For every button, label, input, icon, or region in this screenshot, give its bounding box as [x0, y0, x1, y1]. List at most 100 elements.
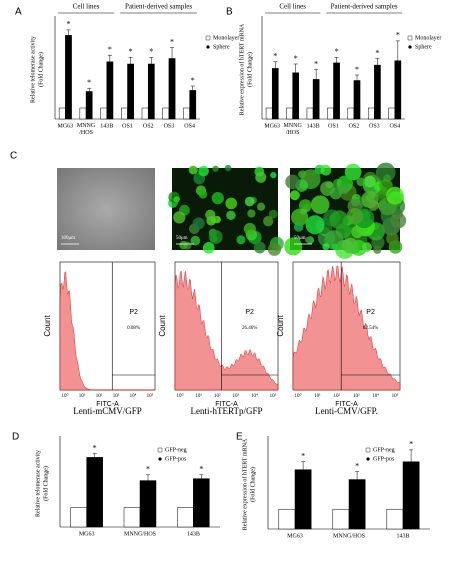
cell	[202, 242, 215, 254]
scale-label: 100μm	[61, 236, 75, 241]
flow-y-label: Count	[276, 315, 285, 337]
flow-x-tick: 10⁴	[372, 393, 379, 399]
bar	[306, 107, 314, 120]
cell	[224, 164, 232, 172]
bar	[141, 107, 149, 120]
cell	[285, 174, 300, 190]
legend-swatch	[157, 447, 163, 453]
x-tick-label: OS3	[369, 123, 380, 129]
flow-x-tick: 10³	[353, 393, 360, 399]
significance: *	[149, 47, 153, 56]
cell	[208, 229, 223, 244]
scale-label: 50μm	[294, 236, 306, 241]
flow-y-label: Count	[43, 315, 52, 337]
significance: *	[199, 465, 203, 474]
panel-label: B	[226, 7, 233, 18]
error-bar	[301, 461, 306, 478]
x-tick-label: MG63	[264, 123, 280, 129]
cell	[362, 242, 372, 252]
cell	[329, 210, 349, 230]
cell	[244, 196, 255, 207]
micrograph: 100μm	[57, 168, 155, 250]
flow-x-tick: 10⁵	[147, 393, 154, 399]
gate-percent: 82.54%	[363, 326, 378, 331]
significance: *	[301, 452, 305, 461]
flow-caption: Lenti-hTERTp/GFP	[191, 406, 263, 416]
bar	[327, 107, 334, 120]
significance: *	[108, 45, 112, 54]
x-tick-label: OS3	[164, 123, 175, 129]
x-tick-label: MNNG/HOS	[77, 123, 96, 136]
significance: *	[273, 52, 277, 61]
group-label: Cell lines	[279, 3, 306, 11]
micrograph: 50μm	[168, 164, 284, 256]
bar	[332, 508, 350, 530]
cell	[236, 235, 246, 245]
cell	[342, 237, 358, 254]
flow-x-tick: 10⁰	[176, 393, 183, 399]
cell	[310, 195, 330, 214]
cell	[205, 209, 216, 220]
panel-label: E	[236, 432, 243, 443]
cell	[346, 207, 364, 225]
gate-percent: 26.46%	[242, 326, 257, 331]
cell	[263, 216, 274, 227]
significance: *	[66, 20, 70, 29]
cell	[243, 222, 256, 236]
cell	[255, 171, 267, 183]
bar	[271, 68, 279, 120]
cell	[320, 164, 332, 176]
significance: *	[409, 440, 413, 449]
significance: *	[191, 76, 195, 85]
bar	[286, 107, 293, 120]
cell	[324, 230, 344, 250]
micrograph-bg	[57, 168, 155, 250]
histogram	[59, 271, 155, 391]
bar	[139, 480, 157, 528]
cell	[375, 162, 396, 183]
bar	[100, 107, 108, 120]
group-label: Patient-derived samples	[125, 3, 192, 11]
cell	[361, 190, 379, 209]
cell	[289, 190, 300, 201]
flow-x-tick: 10⁵	[392, 393, 399, 399]
cell	[322, 243, 330, 251]
x-tick-label: MNNG/HOS	[283, 123, 302, 136]
flow-x-tick: 10²	[214, 393, 221, 399]
cell	[198, 190, 208, 199]
x-tick-label: MNNG/HOS	[124, 531, 156, 537]
bar	[388, 107, 396, 120]
y-axis-label: (Fold Change)	[42, 466, 49, 501]
error-bar	[66, 29, 71, 41]
scale-label: 50μm	[176, 236, 188, 241]
y-axis-label: (Fold Change)	[246, 52, 253, 87]
significance: *	[355, 461, 359, 470]
bar	[347, 107, 355, 120]
significance: *	[146, 465, 150, 474]
flow-y-label: Count	[158, 315, 167, 337]
flow-x-tick: 10¹	[314, 393, 321, 399]
significance: *	[355, 65, 359, 74]
x-tick-label: MNNG/HOS	[333, 533, 365, 539]
error-bar	[334, 57, 339, 69]
bar	[193, 478, 210, 528]
error-bar	[170, 47, 175, 70]
bar	[79, 107, 87, 120]
flow-x-tick: 10⁴	[130, 393, 137, 399]
x-tick-label: MG63	[79, 531, 95, 537]
bar	[183, 107, 190, 120]
significance: *	[170, 37, 174, 46]
flow-x-label: FITC-A	[96, 401, 119, 408]
significance: *	[375, 48, 379, 57]
cell	[305, 236, 312, 244]
error-bar	[314, 69, 319, 90]
x-tick-label: OS1	[328, 123, 339, 129]
legend-label: GFP-neg	[165, 447, 187, 453]
bar	[127, 63, 134, 120]
error-bar	[354, 74, 359, 86]
cell	[212, 165, 219, 172]
error-bar	[293, 63, 298, 82]
legend-swatch	[206, 45, 210, 49]
histogram	[174, 269, 279, 391]
cell	[173, 211, 186, 224]
